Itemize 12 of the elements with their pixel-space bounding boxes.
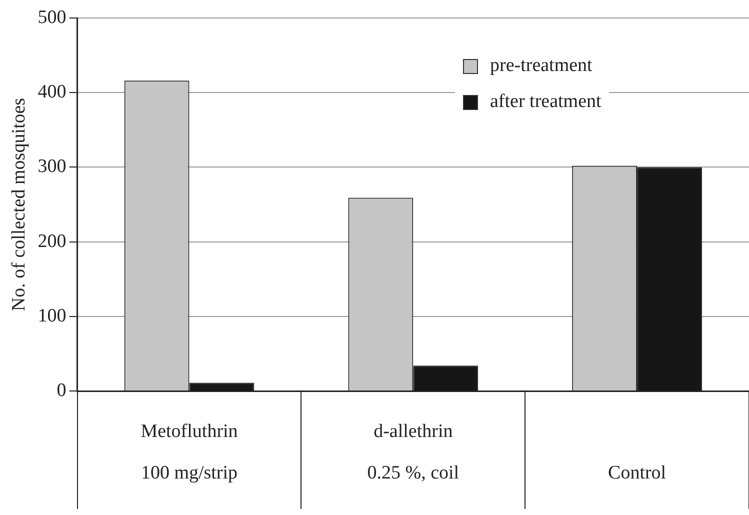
legend-label: pre-treatment	[490, 55, 592, 77]
y-tick-label: 200	[38, 230, 66, 252]
y-tick-label: 0	[56, 380, 66, 401]
y-tick-label: 300	[38, 156, 66, 178]
y-axis-title: No. of collected mosquitoes	[8, 98, 30, 312]
x-tick-label: Metofluthrin 100 mg/strip	[140, 420, 238, 484]
x-tick-label: Control	[608, 462, 666, 484]
y-tick-label: 100	[38, 305, 66, 326]
y-tick-label: 500	[38, 6, 66, 28]
y-tick-label: 400	[38, 82, 66, 103]
x-tick-label: d-allethrin 0.25 %, coil	[367, 420, 460, 484]
legend-label: after treatment	[490, 91, 602, 113]
